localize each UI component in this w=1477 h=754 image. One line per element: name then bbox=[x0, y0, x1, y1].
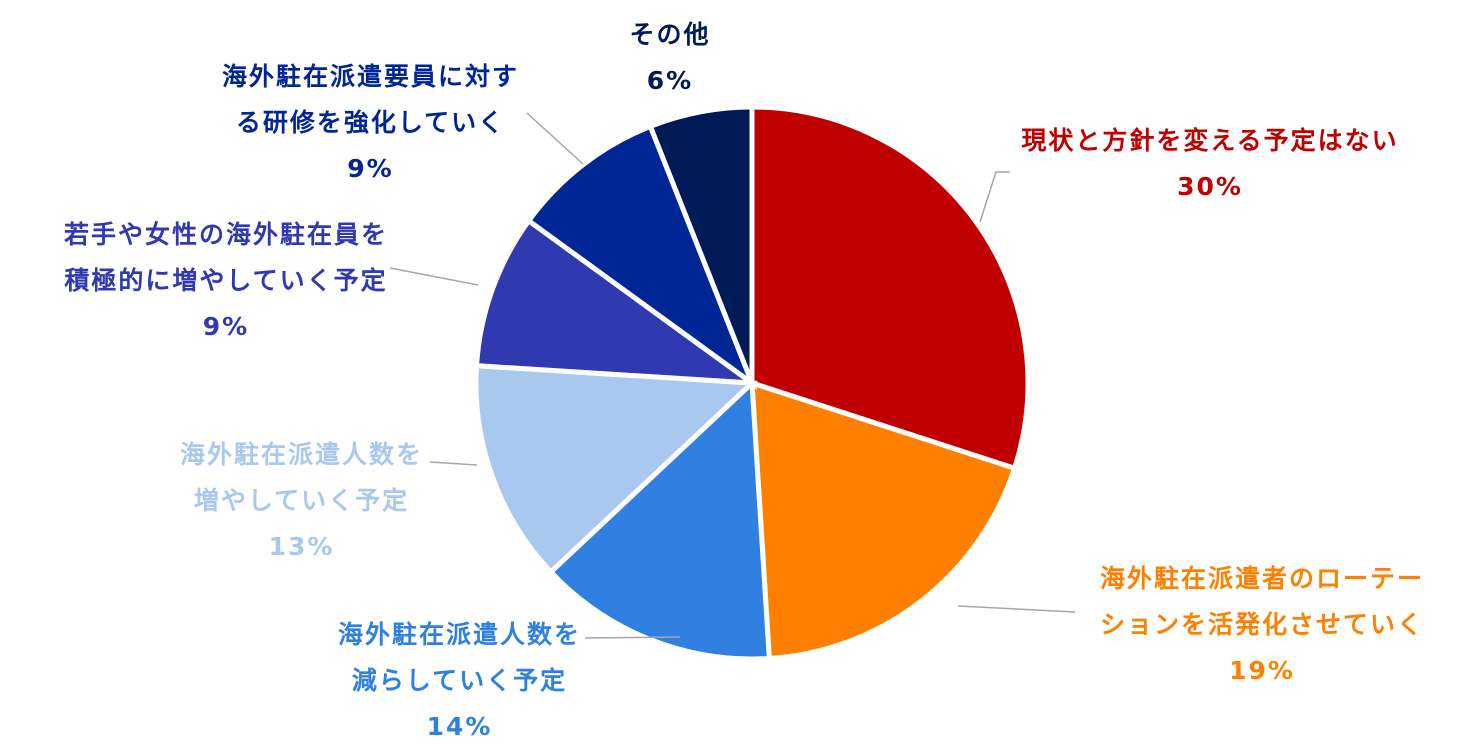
slice-label: 海外駐在派遣者のローテーションを活発化させていく 19% bbox=[1095, 556, 1429, 694]
value-label: 9% bbox=[347, 154, 394, 183]
category-name: 海外駐在派遣要員に対する研修を強化していく bbox=[221, 62, 519, 137]
pie-slice bbox=[473, 217, 761, 387]
slice-label: 現状と方針を変える予定はない 30% bbox=[1010, 118, 1410, 210]
leader-line bbox=[429, 461, 478, 466]
value-label: 30% bbox=[1177, 172, 1243, 201]
slice-label: 海外駐在派遣要員に対する研修を強化していく 9% bbox=[217, 54, 524, 192]
leader-line bbox=[526, 112, 584, 165]
category-name: 海外駐在派遣者のローテーションを活発化させていく bbox=[1099, 564, 1424, 639]
pie-slice bbox=[647, 104, 755, 384]
value-label: 13% bbox=[268, 532, 335, 561]
pie-slice bbox=[749, 379, 1018, 662]
pie-slice bbox=[547, 377, 772, 662]
leader-line bbox=[389, 267, 479, 286]
pie-slice bbox=[749, 104, 1031, 472]
pie-slice bbox=[525, 123, 758, 391]
value-label: 14% bbox=[426, 712, 493, 741]
category-name: 海外駐在派遣人数を減らしていく予定 bbox=[337, 620, 581, 695]
slice-label: 海外駐在派遣人数を減らしていく予定 14% bbox=[333, 612, 586, 750]
leader-line bbox=[957, 605, 1076, 613]
pie-slice bbox=[473, 363, 758, 576]
leader-line bbox=[979, 171, 1010, 223]
category-name: その他 bbox=[629, 20, 711, 49]
value-label: 6% bbox=[646, 66, 694, 95]
category-name: 海外駐在派遣人数を増やしていく予定 bbox=[179, 440, 423, 515]
value-label: 19% bbox=[1229, 656, 1295, 685]
slice-label: 若手や女性の海外駐在員を積極的に増やしていく予定 9% bbox=[59, 212, 393, 350]
category-name: 若手や女性の海外駐在員を積極的に増やしていく予定 bbox=[63, 220, 388, 295]
category-name: 現状と方針を変える予定はない bbox=[1021, 126, 1399, 155]
value-label: 9% bbox=[202, 312, 250, 341]
slice-label: その他 6% bbox=[620, 12, 720, 104]
slice-label: 海外駐在派遣人数を増やしていく予定 13% bbox=[175, 432, 428, 570]
leader-line bbox=[584, 636, 681, 639]
